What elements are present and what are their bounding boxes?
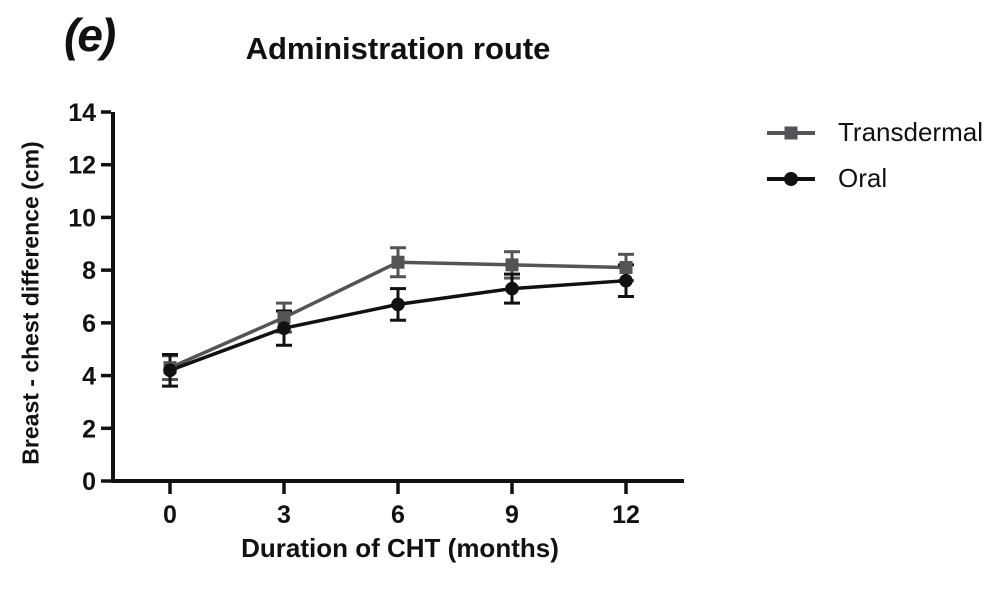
oral-data-point [619,273,633,288]
axis-spines [111,112,684,483]
y-tick-label: 8 [82,257,96,285]
oral-data-point [505,281,519,296]
x-tick-label: 12 [612,501,640,529]
axes-layer: 0 2 4 6 8 10 12 14 0 3 6 9 12 [68,99,684,529]
y-tick-label: 12 [68,152,96,180]
oral-data-point [391,297,405,312]
oral-data-point [163,363,177,378]
transdermal-data-point [505,258,519,272]
y-tick-label: 14 [68,99,96,127]
panel-label: (e) [64,9,116,61]
legend: Transdermal Oral [766,117,983,194]
legend-item-oral: Oral [766,163,983,194]
legend-item-transdermal: Transdermal [766,117,983,148]
series-layer [162,246,634,388]
x-tick-label: 3 [277,501,291,529]
y-tick-label: 4 [82,363,96,391]
y-axis-label: Breast - chest difference (cm) [17,141,44,465]
x-axis-label: Duration of CHT (months) [241,533,559,563]
x-tick-label: 0 [163,501,177,529]
y-tick-label: 0 [82,468,96,496]
series-oral [162,263,634,388]
y-tick-label: 10 [68,204,96,232]
transdermal-square-marker-icon [767,126,815,139]
transdermal-data-point [619,261,633,275]
transdermal-data-point [277,311,291,325]
legend-label-oral: Oral [838,163,888,193]
oral-data-point [277,321,291,335]
transdermal-data-point [391,255,405,269]
y-tick-label: 2 [82,415,96,443]
y-tick-label: 6 [82,310,96,338]
oral-circle-marker-icon [767,171,815,186]
x-tick-label: 6 [391,501,405,529]
chart-title: Administration route [245,31,551,66]
x-tick-label: 9 [505,501,519,529]
legend-label-transdermal: Transdermal [838,117,983,147]
